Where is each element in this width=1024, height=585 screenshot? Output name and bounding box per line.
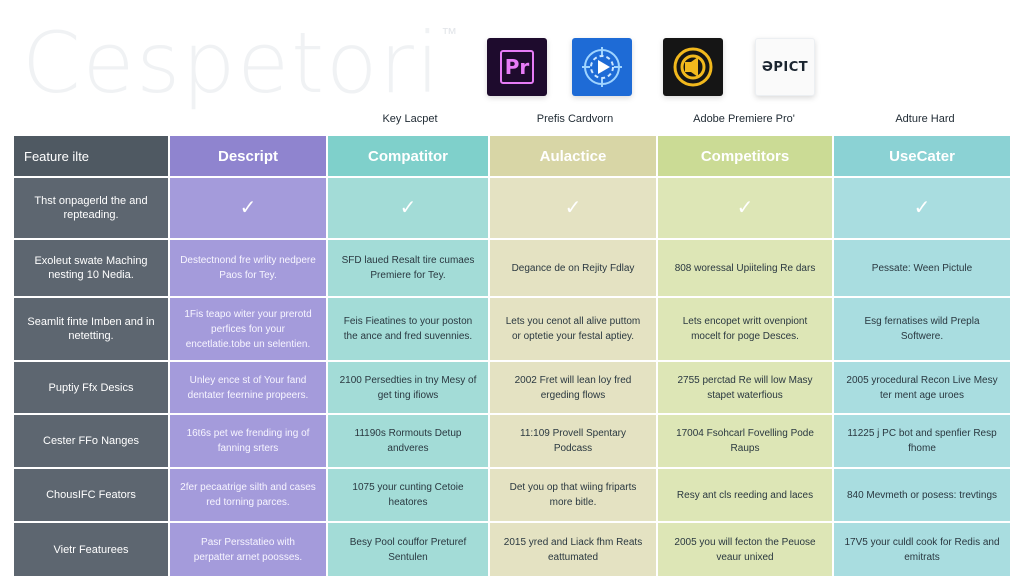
feature-label: Seamlit finte Imben and in netetting. — [14, 298, 168, 360]
feature-label: Thst onpagerld the and repteading. — [14, 178, 168, 238]
check-cell: ✓ — [834, 178, 1010, 238]
table-cell: 17004 Fsohcarl Fovelling Pode Raups — [658, 415, 832, 467]
table-header-row: Feature ilte Descript Compatitor Aulacti… — [14, 136, 1010, 176]
table-cell: 2005 yrocedural Recon Live Mesy ter ment… — [834, 362, 1010, 413]
table-cell: 2005 you will fecton the Peuose veaur un… — [658, 523, 832, 576]
table-cell: Pasr Persstatieo with perpatter arnet po… — [170, 523, 326, 576]
table-cell: 16t6s pet we frending ing of fanning srt… — [170, 415, 326, 467]
table-cell: 2fer pecaatrige silth and cases red torn… — [170, 469, 326, 521]
check-icon: ✓ — [913, 196, 931, 219]
column-header: Aulactice — [490, 136, 656, 176]
watermark-text: Cespetori — [22, 14, 442, 112]
table-cell: 2002 Fret will lean loy fred ergeding fl… — [490, 362, 656, 413]
check-cell: ✓ — [170, 178, 326, 238]
table-row: Seamlit finte Imben and in netetting. 1F… — [14, 298, 1010, 360]
column-header: Feature ilte — [14, 136, 168, 176]
table-cell: Destectnond fre wrlity nedpere Paos for … — [170, 240, 326, 296]
watermark-logo: Cespetori™ — [22, 14, 459, 112]
play-target-icon — [582, 47, 622, 87]
table-cell: Lets you cenot all alive puttom or optet… — [490, 298, 656, 360]
table-cell: Pessate: Ween Pictule — [834, 240, 1010, 296]
table-cell: Esg fernatises wild Prepla Softwere. — [834, 298, 1010, 360]
premiere-pro-glyph: Pr — [500, 50, 534, 84]
check-cell: ✓ — [490, 178, 656, 238]
table-cell: Det you op that wiing friparts more bitl… — [490, 469, 656, 521]
table-cell: 808 woressal Upiiteling Re dars — [658, 240, 832, 296]
column-top-label: Adture Hard — [895, 113, 955, 125]
table-row: Cester FFo Nanges 16t6s pet we frending … — [14, 415, 1010, 467]
check-icon: ✓ — [239, 196, 257, 219]
column-top-label: Adobe Premiere Pro' — [693, 113, 795, 125]
table-cell: 2755 perctad Re will low Masy stapet wat… — [658, 362, 832, 413]
table-cell: SFD laued Resalt tire cumaes Premiere fo… — [328, 240, 488, 296]
feature-label: Puptiy Ffx Desics — [14, 362, 168, 413]
trademark-mark: ™ — [441, 24, 460, 43]
table-cell: 1Fis teapo witer your prerotd perfices f… — [170, 298, 326, 360]
check-icon: ✓ — [399, 196, 417, 219]
column-header: Competitors — [658, 136, 832, 176]
column-header: Compatitor — [328, 136, 488, 176]
table-cell: Resy ant cls reeding and laces — [658, 469, 832, 521]
pict-logo: ƏPICT — [755, 38, 815, 96]
table-cell: 2100 Persedties in tny Mesy of get ting … — [328, 362, 488, 413]
table-cell: 11190s Rormouts Detup andveres — [328, 415, 488, 467]
check-cell: ✓ — [328, 178, 488, 238]
table-row: ChousIFC Feators 2fer pecaatrige silth a… — [14, 469, 1010, 521]
feature-label: Exoleut swate Maching nesting 10 Nedia. — [14, 240, 168, 296]
table-cell: Unley ence st of Your fand dentater feer… — [170, 362, 326, 413]
table-cell: 17V5 your culdl cook for Redis and emitr… — [834, 523, 1010, 576]
speaker-ring-icon — [673, 47, 713, 87]
table-cell: 840 Mevmeth or posess: trevtings — [834, 469, 1010, 521]
table-row: Vietr Featurees Pasr Persstatieo with pe… — [14, 523, 1010, 576]
check-cell: ✓ — [658, 178, 832, 238]
table-row: Thst onpagerld the and repteading. ✓ ✓ ✓… — [14, 178, 1010, 238]
feature-label: Vietr Featurees — [14, 523, 168, 576]
column-header: UseCater — [834, 136, 1010, 176]
check-icon: ✓ — [736, 196, 754, 219]
table-row: Exoleut swate Maching nesting 10 Nedia. … — [14, 240, 1010, 296]
table-cell: 11:109 Provell Spentary Podcass — [490, 415, 656, 467]
check-icon: ✓ — [564, 196, 582, 219]
table-cell: 1075 your cunting Cetoie heatores — [328, 469, 488, 521]
premiere-pro-logo: Pr — [487, 38, 547, 96]
blue-media-logo — [572, 38, 632, 96]
column-header: Descript — [170, 136, 326, 176]
table-cell: Feis Fieatines to your poston the ance a… — [328, 298, 488, 360]
table-cell: Besy Pool couffor Preturef Sentulen — [328, 523, 488, 576]
table-cell: 11225 j PC bot and spenfier Resp fhome — [834, 415, 1010, 467]
table-cell: Lets encopet writt ovenpiont mocelt for … — [658, 298, 832, 360]
table-cell: Degance de on Rejity Fdlay — [490, 240, 656, 296]
feature-label: ChousIFC Feators — [14, 469, 168, 521]
gold-speaker-logo — [663, 38, 723, 96]
table-row: Puptiy Ffx Desics Unley ence st of Your … — [14, 362, 1010, 413]
feature-comparison-table: Feature ilte Descript Compatitor Aulacti… — [12, 134, 1012, 578]
table-cell: 2015 yred and Liack fhm Reats eattumated — [490, 523, 656, 576]
column-top-label: Prefis Cardvorn — [536, 113, 614, 125]
column-top-label: Key Lacpet — [382, 113, 438, 125]
feature-label: Cester FFo Nanges — [14, 415, 168, 467]
